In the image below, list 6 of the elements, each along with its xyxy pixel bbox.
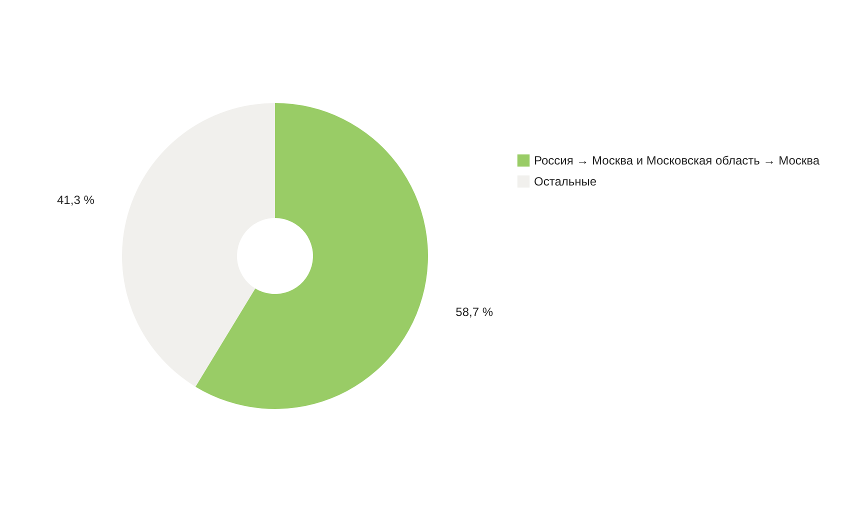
legend-label: Россия → Москва и Московская область → Москва [534, 154, 820, 168]
donut-slice [122, 103, 275, 387]
donut-slice [195, 103, 428, 409]
data-label: 58,7 % [456, 304, 494, 319]
legend-label: Остальные [534, 174, 597, 188]
data-label: 41,3 % [57, 193, 95, 208]
